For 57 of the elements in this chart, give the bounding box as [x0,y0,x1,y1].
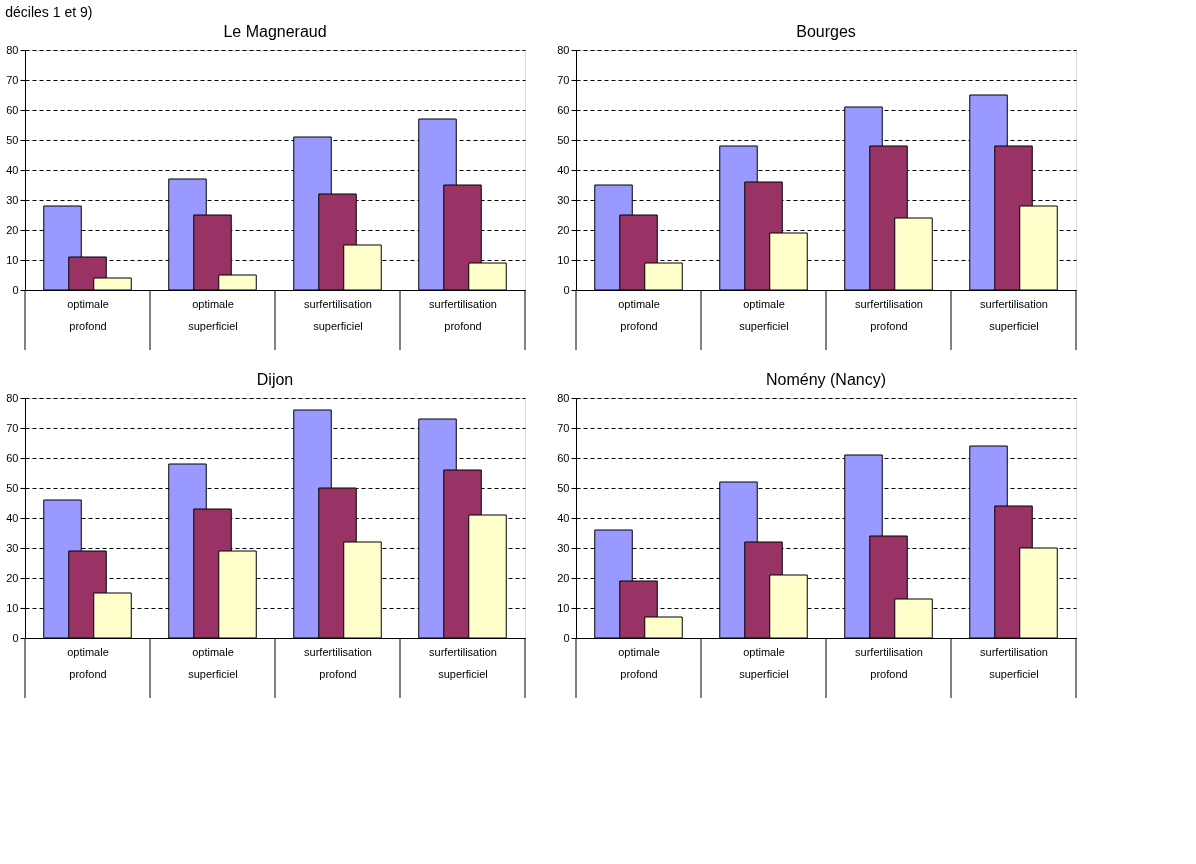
y-tick-label: 60 [557,103,570,116]
chart-title: Dijon [256,371,294,388]
y-tick-label: 50 [6,133,19,146]
x-tick-label: optimale superficiel [188,645,238,680]
y-tick-label: 0 [12,631,19,644]
y-tick-label: 40 [6,163,19,176]
y-tick-label: 80 [557,391,570,404]
chart-title: Nomény (Nancy) [765,371,887,388]
x-tick-label: optimale superficiel [739,297,789,332]
y-tick-label: 60 [6,451,19,464]
y-tick-label: 40 [557,511,570,524]
y-tick-label: 30 [6,541,19,554]
text: déciles 1 et 9) [5,3,93,20]
y-tick-label: 70 [557,421,570,434]
x-tick-label: surfertilisation profond [429,297,497,332]
y-tick-label: 0 [563,631,570,644]
y-tick-label: 80 [557,43,570,56]
y-tick-label: 70 [6,73,19,86]
y-tick-label: 0 [563,283,570,296]
y-tick-label: 20 [6,571,19,584]
y-tick-label: 50 [6,481,19,494]
chart-title: Le Magneraud [223,23,327,40]
x-tick-label: surfertilisation superficiel [980,297,1048,332]
y-tick-label: 50 [557,133,570,146]
y-tick-label: 40 [557,163,570,176]
y-tick-label: 50 [557,481,570,494]
y-tick-label: 10 [557,253,570,266]
x-tick-label: optimale profond [67,297,109,332]
y-tick-label: 80 [6,43,19,56]
y-tick-label: 30 [557,541,570,554]
y-tick-label: 10 [6,601,19,614]
y-tick-label: 30 [557,193,570,206]
x-tick-label: optimale profond [618,645,660,680]
x-tick-label: optimale profond [67,645,109,680]
x-tick-label: surfertilisation superficiel [429,645,497,680]
y-tick-label: 40 [6,511,19,524]
x-tick-label: optimale superficiel [188,297,238,332]
x-tick-label: surfertilisation profond [304,645,372,680]
y-tick-label: 60 [557,451,570,464]
y-tick-label: 30 [6,193,19,206]
y-tick-label: 70 [557,73,570,86]
y-tick-label: 20 [557,571,570,584]
y-tick-label: 10 [6,253,19,266]
x-tick-label: optimale superficiel [739,645,789,680]
chart-title: Bourges [796,23,856,40]
x-tick-label: surfertilisation superficiel [304,297,372,332]
y-tick-label: 10 [557,601,570,614]
x-tick-label: surfertilisation profond [855,297,923,332]
x-tick-label: surfertilisation profond [855,645,923,680]
y-tick-label: 0 [12,283,19,296]
y-tick-label: 60 [6,103,19,116]
y-tick-label: 20 [6,223,19,236]
y-tick-label: 20 [557,223,570,236]
x-tick-label: surfertilisation superficiel [980,645,1048,680]
x-tick-label: optimale profond [618,297,660,332]
y-tick-label: 70 [6,421,19,434]
y-tick-label: 80 [6,391,19,404]
